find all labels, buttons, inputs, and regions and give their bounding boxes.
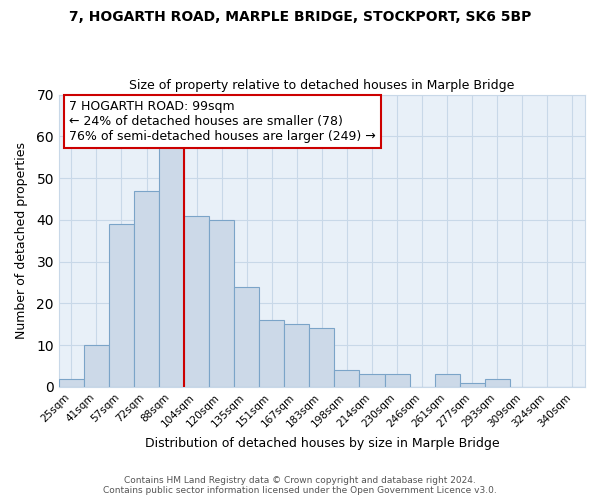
Bar [84,345,109,387]
Bar [284,324,310,387]
X-axis label: Distribution of detached houses by size in Marple Bridge: Distribution of detached houses by size … [145,437,499,450]
Bar [109,224,134,387]
Bar [485,378,510,387]
Bar [434,374,460,387]
Bar [460,383,485,387]
Bar [184,216,209,387]
Bar [359,374,385,387]
Bar [134,190,159,387]
Text: 7 HOGARTH ROAD: 99sqm
← 24% of detached houses are smaller (78)
76% of semi-deta: 7 HOGARTH ROAD: 99sqm ← 24% of detached … [70,100,376,144]
Bar [234,286,259,387]
Title: Size of property relative to detached houses in Marple Bridge: Size of property relative to detached ho… [129,79,515,92]
Bar [159,144,184,387]
Bar [209,220,234,387]
Bar [385,374,410,387]
Bar [59,378,84,387]
Text: 7, HOGARTH ROAD, MARPLE BRIDGE, STOCKPORT, SK6 5BP: 7, HOGARTH ROAD, MARPLE BRIDGE, STOCKPOR… [69,10,531,24]
Bar [310,328,334,387]
Text: Contains HM Land Registry data © Crown copyright and database right 2024.
Contai: Contains HM Land Registry data © Crown c… [103,476,497,495]
Bar [259,320,284,387]
Bar [334,370,359,387]
Y-axis label: Number of detached properties: Number of detached properties [15,142,28,340]
